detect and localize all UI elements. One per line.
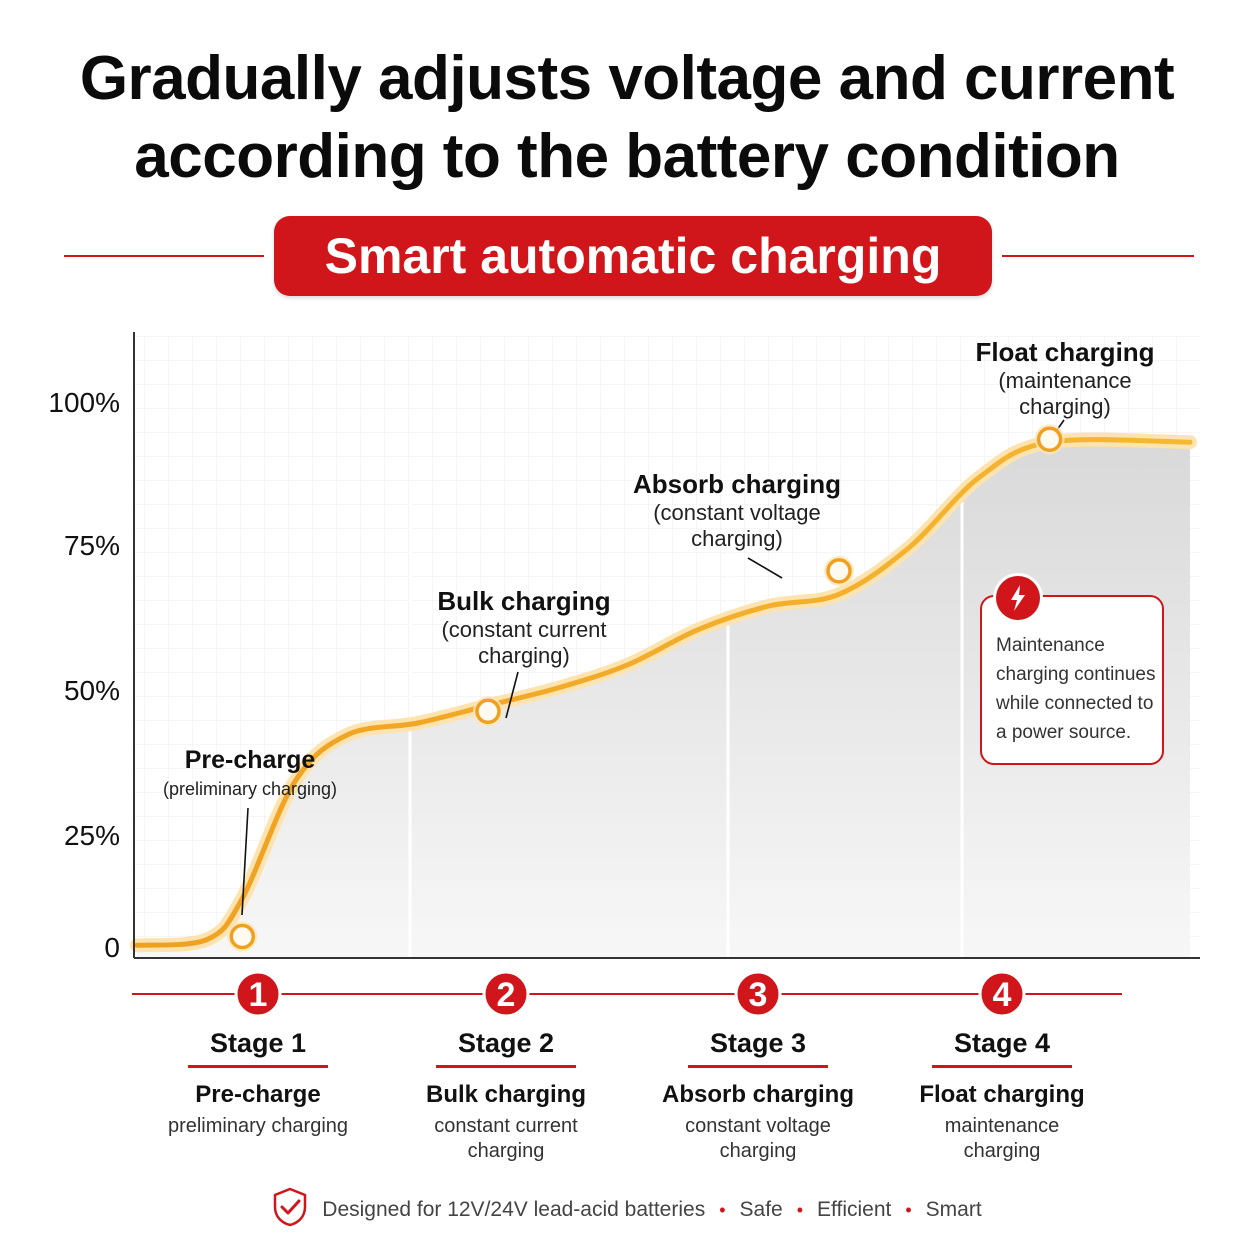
float-charging-subtitle: charging)	[1019, 394, 1111, 419]
banner-line-right	[1002, 255, 1194, 257]
stage-desc: preliminary charging	[167, 1115, 349, 1137]
absorb-charging-title: Absorb charging	[633, 469, 841, 499]
pre-charge-subtitle: (preliminary charging)	[163, 779, 337, 799]
stage-underline	[932, 1065, 1072, 1068]
headline: Gradually adjusts voltage and current ac…	[0, 40, 1254, 196]
headline-line-2: according to the battery condition	[134, 122, 1120, 191]
area-fill	[137, 439, 1190, 958]
bulk-charging-point	[475, 698, 501, 725]
stage-underline	[436, 1065, 576, 1068]
absorb-charging-point	[826, 558, 852, 584]
y-tick-label: 75%	[64, 530, 120, 561]
note-text: Maintenance charging continues while con…	[996, 635, 1156, 743]
y-tick-label: 100%	[48, 387, 120, 418]
stage-name: Pre-charge	[195, 1081, 321, 1108]
note-box: Maintenance charging continues while con…	[980, 595, 1164, 765]
stage-name: Bulk charging	[425, 1081, 587, 1108]
stage-number-badge	[978, 970, 1026, 1018]
absorb-charging-leader	[747, 557, 783, 579]
stage-number: 3	[749, 976, 768, 1014]
stage-number-badge	[734, 970, 782, 1018]
stage-title: Stage 4	[953, 1028, 1051, 1058]
footer: Designed for 12V/24V lead-acid batteries…	[0, 1187, 1254, 1233]
bulk-charging-subtitle: (constant current	[441, 617, 606, 642]
pre-charge-title: Pre-charge	[185, 746, 316, 774]
headline-line-1: Gradually adjusts voltage and current	[79, 44, 1175, 113]
y-tick-label: 50%	[64, 675, 120, 706]
stage-underline	[688, 1065, 828, 1068]
y-tick-label: 0	[104, 932, 120, 963]
stage-name: Absorb charging	[661, 1081, 854, 1108]
stage-number-badge	[482, 970, 530, 1018]
absorb-charging-subtitle: (constant voltage	[653, 500, 821, 525]
stage-number: 2	[497, 976, 516, 1014]
pre-charge-point	[229, 923, 256, 950]
float-charging-subtitle: (maintenance	[998, 368, 1131, 393]
footer-item-smart: Smart	[925, 1198, 982, 1221]
stage-number-badge	[234, 970, 282, 1018]
lightning-icon	[996, 576, 1040, 620]
bulk-charging-title: Bulk charging	[437, 586, 610, 616]
footer-text: Designed for 12V/24V lead-acid batteries	[322, 1198, 706, 1221]
y-tick-label: 25%	[64, 820, 120, 851]
stage-4: Stage 4 Float charging maintenance chargin…	[872, 1025, 1132, 1164]
stage-number: 4	[993, 976, 1012, 1014]
stage-title: Stage 2	[457, 1028, 555, 1058]
stage-title: Stage 3	[709, 1028, 807, 1058]
bulk-charging-subtitle: charging)	[478, 643, 570, 668]
stage-number: 1	[249, 976, 268, 1014]
stage-3: Stage 3 Absorb charging constant voltage c…	[628, 1025, 888, 1164]
banner: Smart automatic charging	[274, 216, 992, 296]
stage-1: Stage 1 Pre-charge preliminary charging	[128, 1025, 388, 1139]
bulk-charging-leader	[505, 671, 519, 719]
stage-title: Stage 1	[209, 1028, 307, 1058]
charging-curve	[134, 437, 1193, 948]
shield-check-icon	[272, 1187, 308, 1233]
footer-item-safe: Safe	[739, 1198, 783, 1221]
stage-track: 1 2 3 4	[132, 970, 1122, 1018]
stage-2: Stage 2 Bulk charging constant current cha…	[376, 1025, 636, 1164]
float-charging-title: Float charging	[975, 337, 1154, 367]
absorb-charging-subtitle: charging)	[691, 526, 783, 551]
stage-desc: maintenance charging	[944, 1115, 1060, 1162]
stage-desc: constant voltage charging	[685, 1115, 831, 1162]
stage-name: Float charging	[919, 1081, 1085, 1108]
stage-underline	[188, 1065, 328, 1068]
footer-item-efficient: Efficient	[817, 1198, 892, 1221]
pre-charge-leader	[241, 807, 249, 916]
float-charging-point	[1036, 426, 1063, 453]
banner-line-left	[64, 255, 264, 257]
stage-desc: constant current charging	[434, 1115, 578, 1162]
